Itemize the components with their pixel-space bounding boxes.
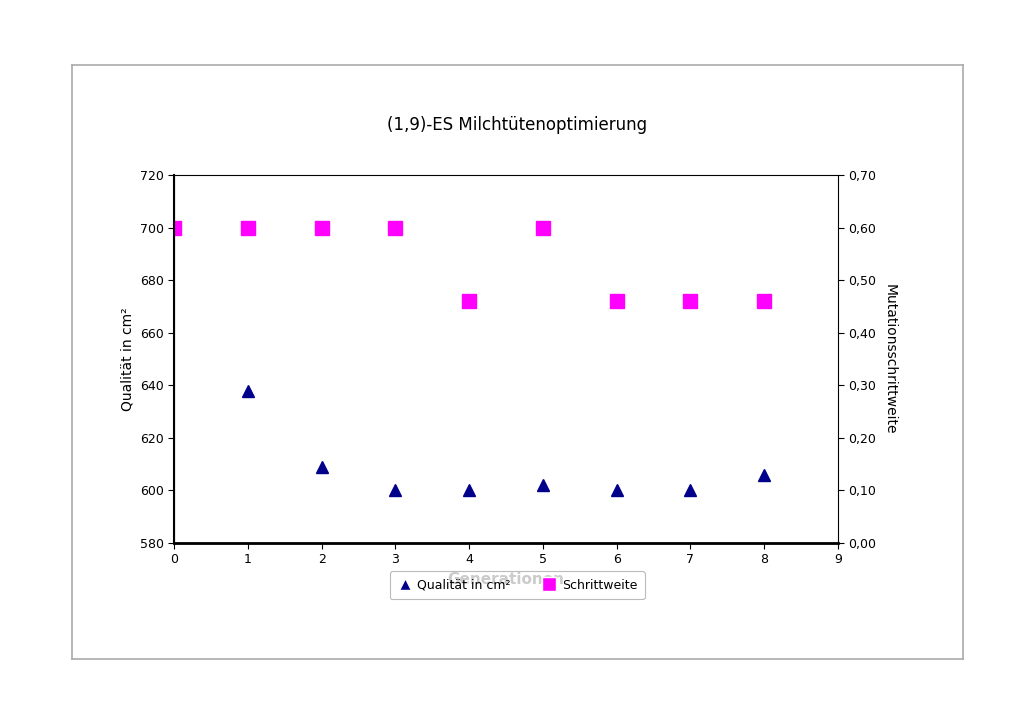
Y-axis label: Mutationsschrittweite: Mutationsschrittweite [883, 284, 897, 434]
Schrittweite [684, 297, 696, 306]
Qualität in cm² [315, 463, 328, 471]
Y-axis label: Qualität in cm²: Qualität in cm² [120, 307, 134, 411]
Schrittweite [758, 297, 770, 306]
Qualität in cm² [537, 481, 549, 489]
Legend: Qualität in cm², Schrittweite: Qualität in cm², Schrittweite [389, 571, 645, 599]
X-axis label: Generationen: Generationen [447, 572, 564, 587]
Qualität in cm² [463, 486, 475, 494]
Line: Schrittweite: Schrittweite [167, 221, 771, 308]
Text: (1,9)-ES Milchtütenoptimierung: (1,9)-ES Milchtütenoptimierung [387, 116, 647, 133]
Line: Qualität in cm²: Qualität in cm² [243, 385, 770, 496]
Schrittweite [610, 297, 623, 306]
Qualität in cm² [758, 471, 770, 479]
Schrittweite [168, 223, 180, 232]
Qualität in cm² [242, 386, 254, 395]
Schrittweite [389, 223, 401, 232]
Schrittweite [242, 223, 254, 232]
Schrittweite [315, 223, 328, 232]
Qualität in cm² [684, 486, 696, 494]
Schrittweite [463, 297, 475, 306]
Qualität in cm² [610, 486, 623, 494]
Schrittweite [537, 223, 549, 232]
Qualität in cm² [389, 486, 401, 494]
